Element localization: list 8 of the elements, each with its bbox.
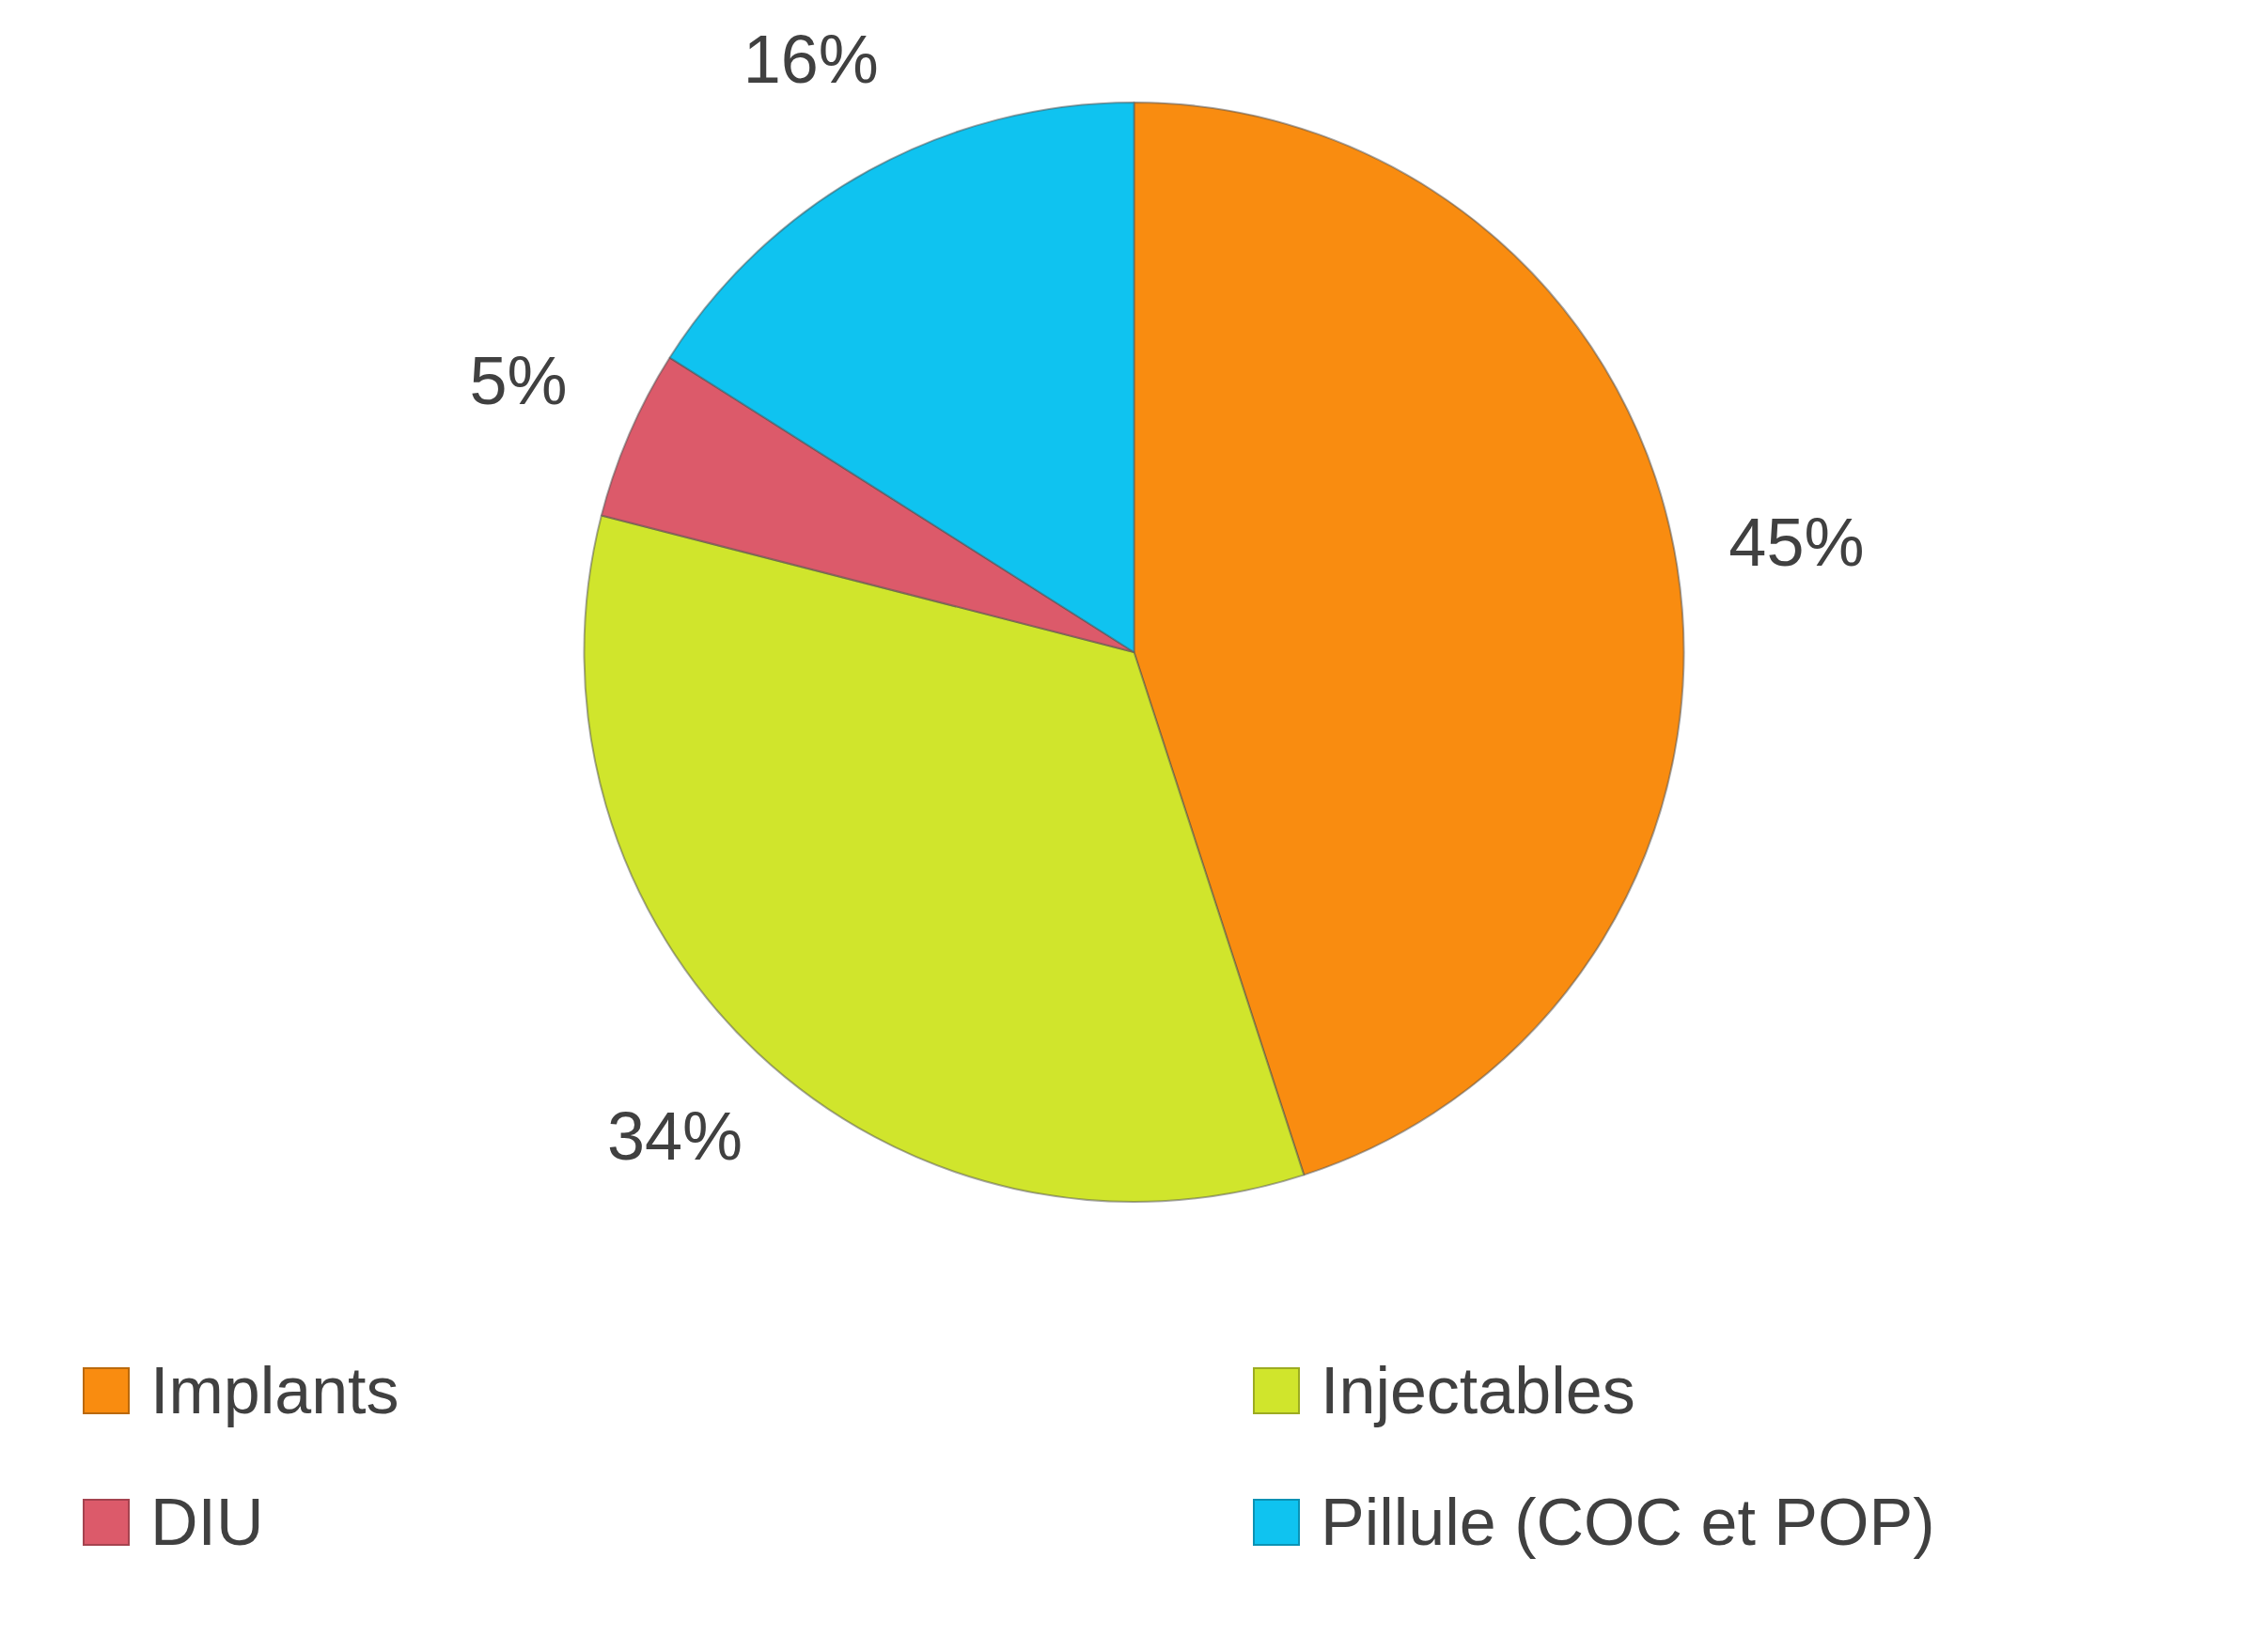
legend-label: Injectables xyxy=(1321,1353,1635,1428)
data-label: 16% xyxy=(743,22,879,98)
legend-label: DIU xyxy=(150,1485,264,1560)
legend-label: Implants xyxy=(150,1353,399,1428)
data-label: 34% xyxy=(606,1098,743,1175)
data-label: 45% xyxy=(1728,505,1865,581)
data-label: 5% xyxy=(469,343,568,419)
legend-label: Pillule (COC et POP) xyxy=(1321,1485,1935,1560)
